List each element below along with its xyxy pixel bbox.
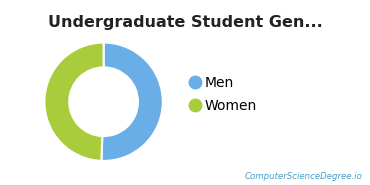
Wedge shape — [101, 43, 163, 161]
Text: 49.4: 49.4 — [71, 90, 101, 104]
Text: .6%: .6% — [109, 98, 134, 111]
Text: Undergraduate Student Gen...: Undergraduate Student Gen... — [48, 15, 322, 30]
Wedge shape — [44, 43, 104, 161]
Legend: Men, Women: Men, Women — [192, 76, 257, 113]
Text: ComputerScienceDegree.io: ComputerScienceDegree.io — [245, 172, 363, 181]
